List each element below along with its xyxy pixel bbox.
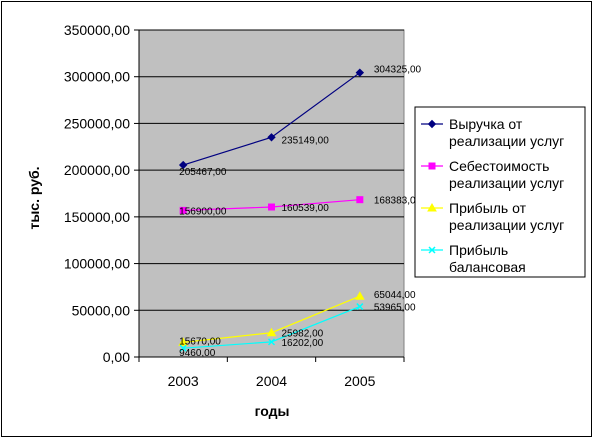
data-point [178, 337, 189, 346]
y-tick-label: 100000,00 [64, 256, 130, 272]
series-4 [179, 303, 364, 352]
data-label: 205467,00 [179, 167, 227, 178]
data-point [268, 203, 275, 211]
chart-frame: 0,00 50000,00 100000,00 150000,00 200000,00 2… [1, 1, 592, 437]
plot-area [138, 29, 405, 358]
data-point [356, 303, 364, 311]
data-label: 168383,00 [374, 196, 422, 207]
legend-label: реализации услуг [449, 175, 564, 191]
y-tick-label: 200000,00 [64, 162, 130, 178]
data-point [267, 338, 276, 346]
data-label: 235149,00 [282, 135, 330, 146]
legend-label: Себестоимость [449, 158, 549, 174]
data-label: 25982,00 [282, 329, 324, 340]
data-label: 156900,00 [179, 206, 227, 217]
series-2 [179, 196, 364, 214]
data-label: 9460,00 [179, 348, 216, 359]
data-point [427, 202, 437, 212]
data-point [179, 206, 187, 214]
plot-background [138, 29, 405, 358]
axes: 0,00 50000,00 100000,00 150000,00 200000,00 2… [64, 22, 405, 389]
y-tick-label: 300000,00 [64, 69, 130, 85]
data-point [428, 246, 436, 254]
y-axis-label: тыс. руб. [26, 166, 42, 229]
legend-label: реализации услуг [449, 133, 564, 149]
data-label: 304325,00 [374, 65, 422, 76]
y-tick-label: 350000,00 [64, 22, 130, 38]
data-label: 65044,00 [374, 290, 416, 301]
line-chart: 0,00 50000,00 100000,00 150000,00 200000,00 2… [26, 22, 586, 419]
series-1 [178, 68, 365, 170]
legend-label: реализации услуг [449, 217, 564, 233]
data-point [428, 162, 436, 170]
data-point [355, 68, 365, 77]
x-tick-label: 2003 [168, 373, 199, 389]
data-point [354, 291, 365, 300]
data-label: 16202,00 [282, 338, 324, 349]
legend-label: балансовая [449, 259, 526, 275]
y-tick-label: 50000,00 [72, 302, 131, 318]
legend-label: Выручка от [449, 116, 523, 132]
data-point [266, 327, 277, 337]
x-axis-label: годы [255, 403, 290, 419]
data-point [179, 344, 187, 352]
data-point [178, 160, 188, 170]
data-label: 160539,00 [282, 203, 330, 214]
series-group [178, 68, 365, 352]
series-3 [178, 291, 365, 346]
legend-label: Прибыль [449, 242, 508, 258]
data-labels: 205467,00 235149,00 304325,00 156900,00 1605… [179, 65, 421, 359]
data-point [356, 196, 364, 204]
data-point [267, 133, 276, 142]
y-tick-label: 0,00 [103, 349, 130, 365]
y-tick-label: 250000,00 [64, 115, 130, 131]
data-label: 53965,00 [374, 303, 416, 314]
x-tick-label: 2004 [256, 373, 287, 389]
data-label: 15670,00 [179, 336, 221, 347]
legend-label: Прибыль от [449, 200, 527, 216]
legend-box [414, 106, 586, 278]
data-point [427, 119, 437, 129]
x-tick-label: 2005 [344, 373, 375, 389]
y-tick-label: 150000,00 [64, 209, 130, 225]
